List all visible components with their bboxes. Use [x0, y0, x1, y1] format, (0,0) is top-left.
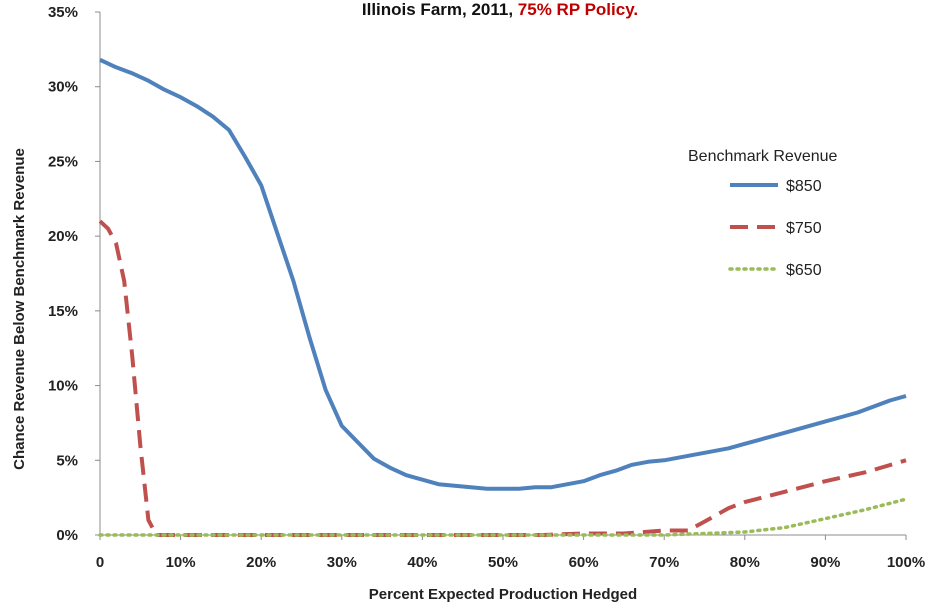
x-tick-label: 40% [407, 554, 437, 571]
axes: 0% 5% 10% 15% 20% 25% 30% 35% 0 10% 20% 30% 40% 50% 60… [48, 4, 925, 571]
legend-label-650: $650 [786, 262, 822, 279]
y-tick-label: 35% [48, 4, 78, 21]
y-tick-label: 5% [56, 452, 78, 469]
y-tick-label: 20% [48, 228, 78, 245]
series-line-650 [98, 497, 908, 537]
x-tick-label: 30% [327, 554, 357, 571]
x-tick-label: 90% [810, 554, 840, 571]
x-tick-label: 60% [569, 554, 599, 571]
y-tick-label: 10% [48, 378, 78, 395]
legend-label-850: $850 [786, 178, 822, 195]
legend-title: Benchmark Revenue [688, 148, 838, 165]
y-tick-label: 25% [48, 153, 78, 170]
x-tick-label: 20% [246, 554, 276, 571]
legend: Benchmark Revenue $850 $750 $650 [688, 148, 838, 279]
legend-label-750: $750 [786, 220, 822, 237]
y-tick-label: 30% [48, 79, 78, 96]
series-line-850 [99, 57, 907, 491]
x-tick-label: 80% [730, 554, 760, 571]
chart-title-prefix: Illinois Farm, 2011, [362, 0, 513, 19]
x-tick-label: 10% [166, 554, 196, 571]
series-line-750 [98, 219, 907, 537]
y-tick-label: 15% [48, 303, 78, 320]
chart-title-emphasis: 75% RP Policy. [518, 0, 638, 19]
x-tick-label: 50% [488, 554, 518, 571]
series-layer [98, 57, 908, 537]
x-axis-title: Percent Expected Production Hedged [369, 586, 637, 603]
x-tick-label: 70% [649, 554, 679, 571]
x-tick-label: 100% [887, 554, 925, 571]
chart-title: Illinois Farm, 2011, 75% RP Policy. [362, 0, 638, 19]
y-tick-label: 0% [56, 527, 78, 544]
y-axis-title: Chance Revenue Below Benchmark Revenue [11, 148, 28, 470]
x-tick-label: 0 [96, 554, 104, 571]
